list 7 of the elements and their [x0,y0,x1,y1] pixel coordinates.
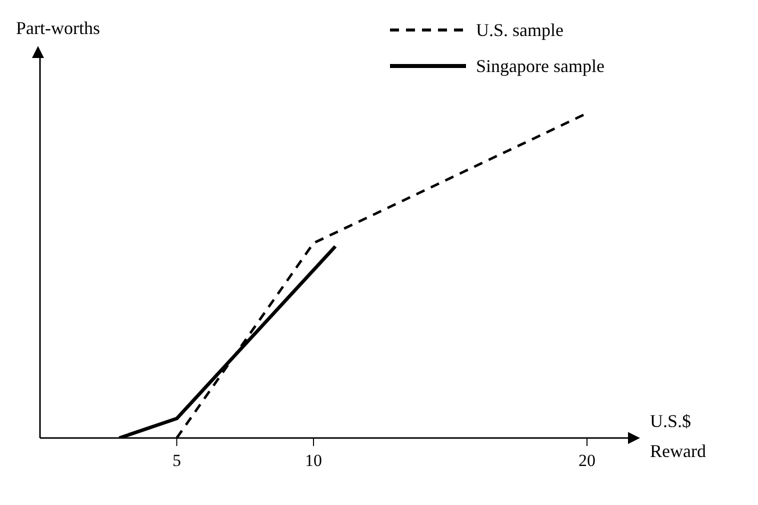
x-tick-label: 20 [578,451,596,470]
x-tick-label: 5 [172,451,181,470]
legend-label: U.S. sample [476,20,564,40]
y-axis-title: Part-worths [16,18,100,39]
x-tick-label: 10 [304,451,322,470]
x-axis-title: U.S.$ Reward [650,410,707,463]
legend-label: Singapore sample [476,56,604,76]
